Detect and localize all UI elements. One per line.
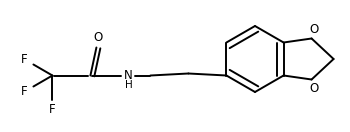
Text: F: F	[21, 53, 28, 66]
Text: F: F	[49, 103, 56, 116]
Text: O: O	[309, 82, 318, 95]
Text: H: H	[125, 81, 132, 91]
Text: N: N	[124, 69, 133, 82]
Text: F: F	[21, 85, 28, 98]
Text: O: O	[309, 23, 318, 36]
Text: O: O	[94, 31, 103, 44]
